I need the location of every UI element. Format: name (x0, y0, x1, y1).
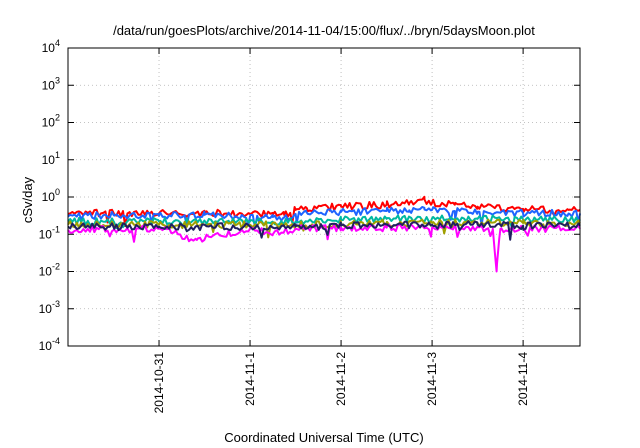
y-tick-label-exponent: 4 (55, 38, 60, 48)
y-tick-label-base: 10 (42, 41, 56, 55)
y-tick-label-exponent: -4 (52, 336, 60, 346)
y-tick-label: 10-3 (39, 299, 60, 316)
series-line (67, 214, 581, 231)
y-tick-label-exponent: 3 (55, 75, 60, 85)
series-layer (67, 195, 581, 273)
y-tick-label-exponent: -2 (52, 262, 60, 272)
y-tick-label: 10-2 (39, 262, 60, 279)
y-tick-label: 104 (42, 38, 60, 55)
x-tick-label: 2014-11-2 (334, 352, 348, 406)
series-line (67, 206, 581, 229)
x-axis-label: Coordinated Universal Time (UTC) (224, 430, 423, 445)
y-tick-label: 102 (42, 113, 60, 130)
y-tick-label-base: 10 (42, 78, 56, 92)
y-tick-label: 10-1 (39, 224, 60, 241)
grid (68, 48, 580, 346)
series-line (67, 223, 581, 273)
y-tick-label-base: 10 (42, 153, 56, 167)
y-tick-label-exponent: 2 (55, 113, 60, 123)
y-tick-label: 101 (42, 150, 60, 167)
y-tick-label: 103 (42, 75, 60, 92)
y-tick-label-exponent: -3 (52, 299, 60, 309)
series-line (67, 220, 581, 241)
y-tick-label-exponent: 1 (55, 150, 60, 160)
y-tick-label-exponent: -1 (52, 224, 60, 234)
y-axis-label: cSv/day (20, 176, 35, 223)
y-tick-label-exponent: 0 (55, 187, 60, 197)
x-axis: 2014-10-31 2014-11-1 2014-11-2 2014-11-3 201… (152, 48, 530, 413)
y-tick-label-base: 10 (42, 116, 56, 130)
x-tick-label: 2014-10-31 (152, 352, 166, 414)
x-tick-label: 2014-11-1 (243, 352, 257, 406)
y-tick-label-base: 10 (39, 302, 53, 316)
chart-title: /data/run/goesPlots/archive/2014-11-04/1… (113, 23, 535, 38)
x-tick-label: 2014-11-3 (425, 352, 439, 406)
y-tick-label: 10-4 (39, 336, 60, 353)
x-tick-label: 2014-11-4 (516, 352, 530, 406)
y-tick-label-base: 10 (39, 265, 53, 279)
y-tick-label: 100 (42, 187, 60, 204)
y-tick-label-base: 10 (39, 227, 53, 241)
y-tick-label-base: 10 (42, 190, 56, 204)
y-tick-label-base: 10 (39, 339, 53, 353)
